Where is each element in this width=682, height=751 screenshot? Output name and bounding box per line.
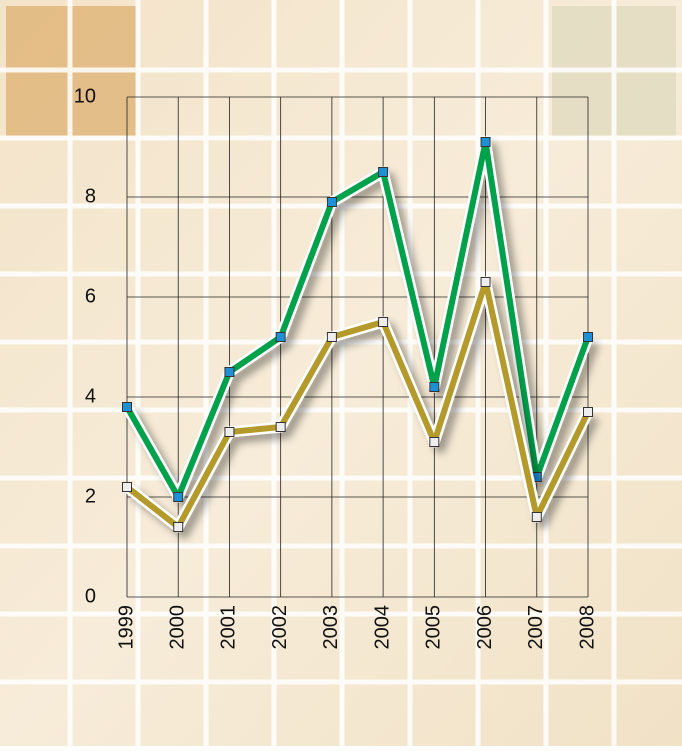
marker: [481, 278, 490, 287]
marker: [225, 428, 234, 437]
marker: [481, 138, 490, 147]
y-tick-label: 2: [85, 485, 96, 507]
x-tick-label: 2008: [576, 605, 598, 650]
y-tick-label: 8: [85, 185, 96, 207]
marker: [225, 368, 234, 377]
marker: [276, 423, 285, 432]
x-tick-label: 2006: [474, 605, 496, 650]
x-tick-label: 2007: [525, 605, 547, 650]
x-tick-label: 2005: [423, 605, 445, 650]
marker: [276, 333, 285, 342]
marker: [174, 493, 183, 502]
y-tick-label: 0: [85, 585, 96, 607]
marker: [123, 483, 132, 492]
marker: [532, 513, 541, 522]
marker: [327, 333, 336, 342]
x-tick-label: 2004: [371, 605, 393, 650]
x-tick-label: 2002: [269, 605, 291, 650]
marker: [379, 318, 388, 327]
x-tick-label: 2003: [320, 605, 342, 650]
x-tick-label: 1999: [115, 605, 137, 650]
marker: [584, 408, 593, 417]
marker: [327, 198, 336, 207]
y-tick-label: 4: [85, 385, 96, 407]
marker: [430, 383, 439, 392]
chart: 0 2 4 6 8 10 1999 2000 2001 2002 2003 2004 2005 2006 2…: [0, 0, 682, 746]
marker: [174, 523, 183, 532]
marker: [379, 168, 388, 177]
marker: [123, 403, 132, 412]
x-tick-label: 2000: [167, 605, 189, 650]
y-tick-label: 10: [74, 85, 96, 107]
y-tick-label: 6: [85, 285, 96, 307]
x-tick-label: 2001: [218, 605, 240, 650]
marker: [430, 438, 439, 447]
marker: [584, 333, 593, 342]
